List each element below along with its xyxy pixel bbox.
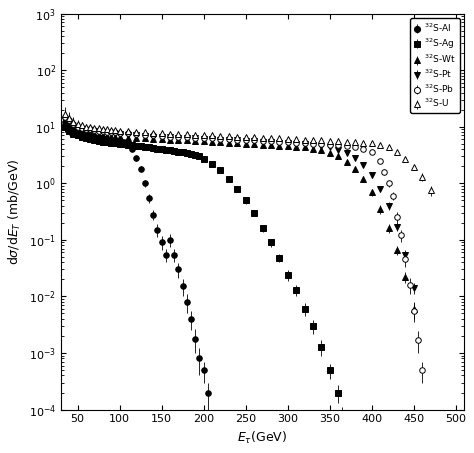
Legend: $^{32}$S-Al, $^{32}$S-Ag, $^{32}$S-Wt, $^{32}$S-Pt, $^{32}$S-Pb, $^{32}$S-U: $^{32}$S-Al, $^{32}$S-Ag, $^{32}$S-Wt, $… [410,18,460,113]
X-axis label: $E_{\tau}$(GeV): $E_{\tau}$(GeV) [237,430,288,446]
Y-axis label: d$\sigma$/d$E_T$ (mb/GeV): d$\sigma$/d$E_T$ (mb/GeV) [7,158,23,265]
